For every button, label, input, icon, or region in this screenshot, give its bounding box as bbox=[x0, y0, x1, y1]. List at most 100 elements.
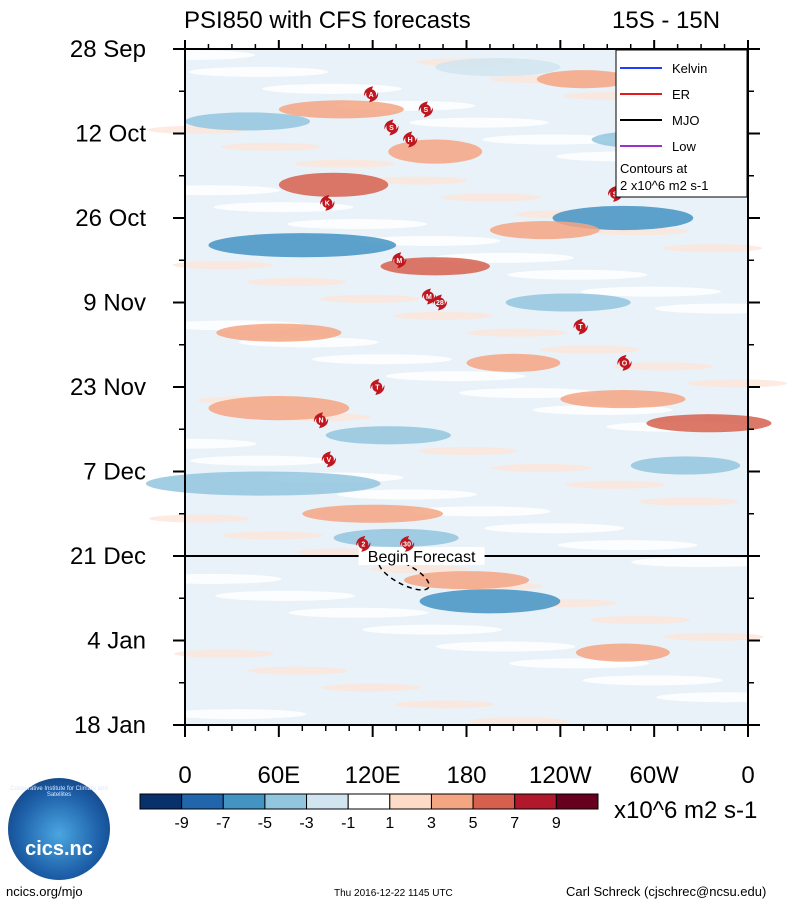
negative-anomaly bbox=[435, 58, 561, 77]
x-tick-label: 60W bbox=[629, 762, 679, 789]
storm-label: V bbox=[327, 457, 332, 464]
negative-anomaly bbox=[208, 233, 397, 258]
storm-dot bbox=[358, 538, 369, 549]
background-streak-warm bbox=[221, 142, 322, 151]
positive-anomaly bbox=[575, 643, 670, 662]
background-streak bbox=[656, 692, 797, 703]
background-streak bbox=[188, 66, 329, 77]
storm-swirl bbox=[418, 101, 433, 118]
storm-label: S bbox=[389, 125, 394, 132]
storm-label: K bbox=[325, 200, 330, 207]
colorbar-label: -3 bbox=[299, 815, 313, 832]
colorbar-swatch bbox=[430, 793, 474, 810]
storm-label: A bbox=[369, 92, 374, 99]
x-tick-label: 0 bbox=[178, 762, 191, 789]
x-tick-label: 120E bbox=[345, 762, 401, 789]
background-streak bbox=[459, 388, 600, 399]
colorbar-label: -7 bbox=[216, 815, 230, 832]
storm-marker: O bbox=[617, 354, 632, 371]
background-streak bbox=[141, 573, 282, 584]
background-streak-warm bbox=[393, 311, 494, 320]
storm-marker: S bbox=[384, 119, 399, 136]
storm-label: M bbox=[426, 294, 432, 301]
legend-box bbox=[615, 49, 748, 198]
y-tick-label: 9 Nov bbox=[83, 290, 146, 317]
storm-marker: 28 bbox=[432, 294, 448, 311]
legend-note: Contours at bbox=[620, 161, 688, 176]
background-streak bbox=[287, 219, 428, 230]
background-streak bbox=[484, 523, 625, 534]
negative-anomaly bbox=[185, 112, 311, 131]
background-streak bbox=[213, 202, 354, 213]
footer-url: ncics.org/mjo bbox=[6, 884, 83, 899]
storm-swirl bbox=[432, 294, 448, 311]
storm-swirl bbox=[384, 119, 399, 136]
storm-label: 2 bbox=[361, 541, 365, 548]
colorbar-swatch bbox=[139, 793, 183, 810]
background-streak bbox=[262, 83, 403, 94]
background-streak-warm bbox=[172, 261, 273, 270]
background-streak bbox=[581, 286, 722, 297]
background-streak bbox=[557, 540, 698, 551]
storm-marker: H bbox=[403, 131, 418, 148]
storm-swirl bbox=[421, 288, 437, 305]
negative-anomaly bbox=[419, 589, 561, 614]
storm-label: 28 bbox=[436, 300, 444, 307]
storm-swirl bbox=[313, 412, 329, 429]
background-streak bbox=[190, 455, 331, 466]
background-streak bbox=[482, 134, 623, 145]
storm-swirl bbox=[370, 379, 385, 395]
chart-region: 15S - 15N bbox=[612, 7, 720, 34]
storm-marker: A bbox=[364, 86, 379, 103]
positive-anomaly bbox=[403, 571, 530, 590]
logo-text: cics.nc bbox=[25, 838, 93, 860]
background-streak-warm bbox=[565, 480, 666, 489]
storm-label: T bbox=[375, 385, 380, 392]
storm-markers: A S S H S K M M 28 T O T N V 2 30 bbox=[313, 86, 632, 552]
negative-anomaly bbox=[145, 471, 381, 496]
colorbar-label: -5 bbox=[258, 815, 272, 832]
positive-anomaly bbox=[278, 100, 404, 119]
storm-dot bbox=[575, 321, 586, 332]
colorbar-label: 5 bbox=[469, 815, 478, 832]
storm-dot bbox=[420, 104, 431, 115]
colorbar-swatch bbox=[222, 793, 266, 810]
background-streak-warm bbox=[613, 362, 714, 371]
colorbar: -9 -7 -5 -3 -1 1 3 5 7 9 x10^6 m2 s-1 bbox=[139, 793, 757, 832]
storm-swirl bbox=[320, 194, 335, 211]
y-tick-label: 21 Dec bbox=[70, 543, 146, 570]
colorbar-label: -1 bbox=[341, 815, 355, 832]
forecast-label: Begin Forecast bbox=[368, 549, 476, 566]
chart-title: PSI850 with CFS forecasts bbox=[184, 7, 471, 34]
y-tick-label: 4 Jan bbox=[87, 628, 146, 655]
y-tick-label: 28 Sep bbox=[70, 36, 146, 63]
storm-swirl bbox=[364, 86, 379, 103]
y-tick-label: 18 Jan bbox=[74, 712, 146, 739]
storm-dot bbox=[386, 122, 397, 133]
background-streak-warm bbox=[368, 176, 469, 185]
background-streak-warm bbox=[441, 193, 542, 202]
colorbar-swatch bbox=[514, 793, 557, 810]
storm-dot bbox=[394, 255, 405, 266]
colorbar-label: 3 bbox=[427, 815, 436, 832]
storm-dot bbox=[405, 134, 416, 145]
positive-anomaly bbox=[388, 139, 483, 164]
positive-anomaly bbox=[489, 221, 600, 240]
storm-swirl bbox=[392, 252, 407, 269]
storm-swirl bbox=[356, 535, 371, 552]
background-streak bbox=[288, 607, 429, 618]
storm-label: M bbox=[396, 258, 402, 265]
footer-timestamp: Thu 2016-12-22 1145 UTC bbox=[334, 888, 453, 899]
storm-swirl bbox=[321, 451, 336, 468]
mjo-contour bbox=[378, 557, 430, 591]
colorbar-swatch bbox=[181, 793, 224, 810]
forecast-label-bg bbox=[358, 547, 485, 565]
storm-swirl bbox=[403, 131, 418, 148]
background-streak bbox=[385, 371, 526, 382]
background-streak bbox=[410, 506, 551, 517]
x-tick-label: 180 bbox=[446, 762, 486, 789]
background-streak-warm bbox=[468, 717, 569, 726]
x-tick-label: 120W bbox=[529, 762, 592, 789]
storm-label: 30 bbox=[403, 541, 411, 548]
colorbar-swatch bbox=[472, 793, 516, 810]
